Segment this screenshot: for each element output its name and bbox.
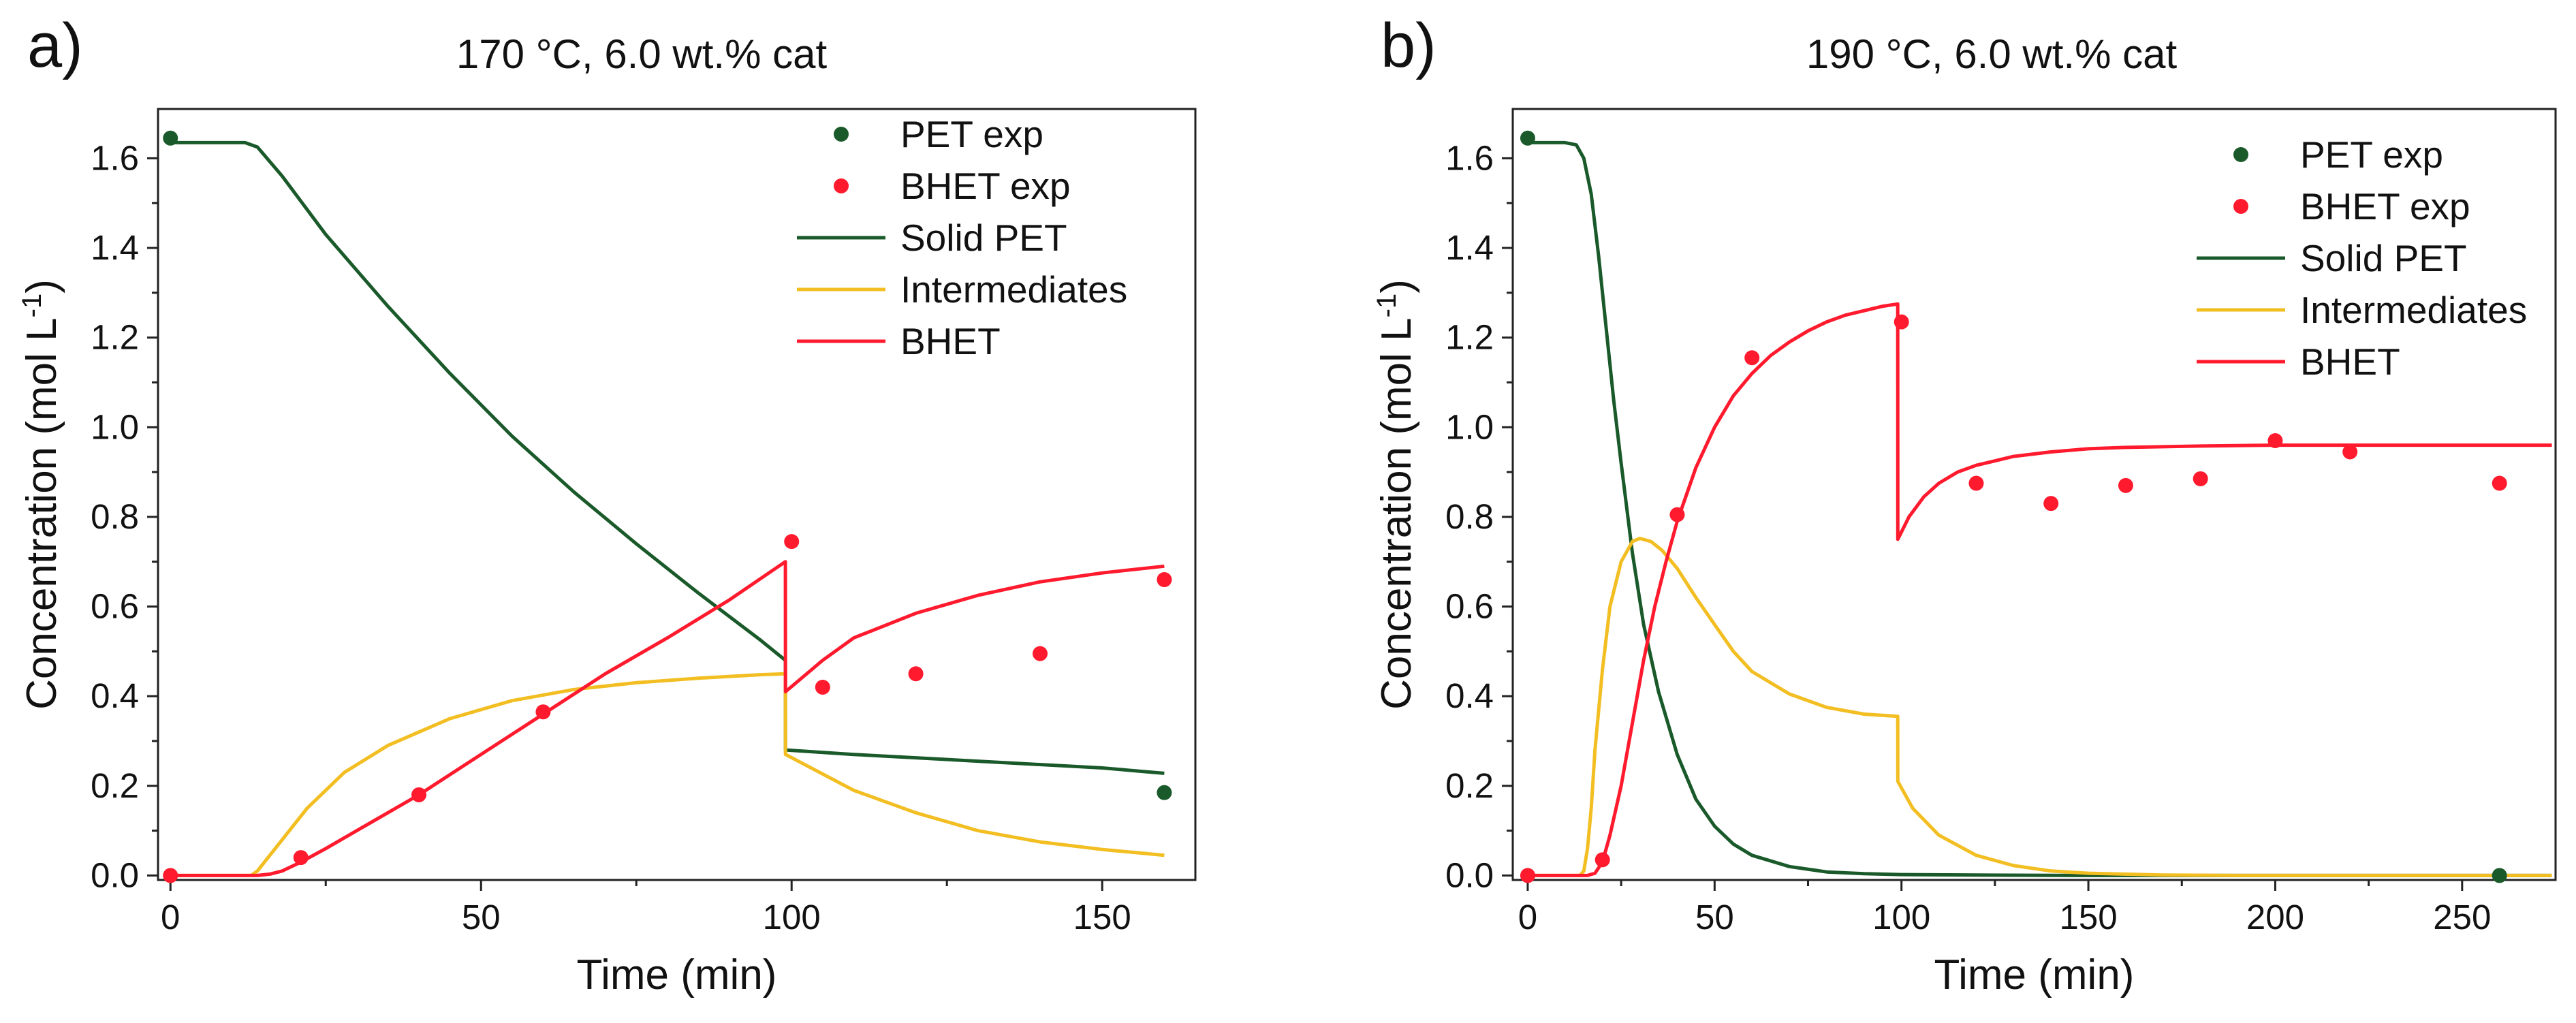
data-point-bhet-exp xyxy=(1894,314,1909,330)
x-tick-label: 0 xyxy=(161,898,180,937)
series-line-solid-pet xyxy=(170,140,1165,775)
data-point-bhet-exp xyxy=(815,680,830,695)
data-point-bhet-exp xyxy=(2267,433,2283,449)
y-axis-label-tail: ) xyxy=(1373,279,1420,294)
y-tick-label: 0.8 xyxy=(91,497,139,536)
data-point-pet-exp xyxy=(1157,785,1172,800)
data-point-pet-exp xyxy=(163,130,178,146)
data-point-bhet-exp xyxy=(2118,477,2133,493)
panel-a: a) 170 °C, 6.0 wt.% cat 0.0 0.2 0.4 0.6 0.8 1… xyxy=(17,11,1197,998)
x-tick-label: 200 xyxy=(2246,898,2304,937)
y-tick-label: 1.6 xyxy=(91,138,139,177)
y-tick-label: 1.6 xyxy=(1445,138,1494,177)
data-point-bhet-exp xyxy=(2342,444,2358,460)
y-axis-label: Concentration (mol L-1) xyxy=(1372,279,1420,710)
legend-label: Solid PET xyxy=(900,217,1067,259)
y-tick-label: 0.0 xyxy=(1445,855,1494,894)
y-tick-label: 0.6 xyxy=(91,587,139,626)
y-tick-label: 1.0 xyxy=(91,407,139,446)
panel-title-a: 170 °C, 6.0 wt.% cat xyxy=(456,31,828,77)
data-point-bhet-exp xyxy=(1595,852,1610,868)
y-tick-label: 1.4 xyxy=(91,228,139,267)
legend-marker-bhet-exp xyxy=(834,178,849,193)
y-tick-label: 1.2 xyxy=(91,318,139,357)
plot-frame xyxy=(1511,108,2557,881)
legend-label: PET exp xyxy=(2300,133,2443,176)
x-tick-label: 100 xyxy=(1872,898,1930,937)
data-point-bhet-exp xyxy=(163,868,178,883)
series-line-bhet xyxy=(170,560,1165,877)
plot-frame xyxy=(157,108,1197,881)
data-point-bhet-exp xyxy=(1520,868,1535,883)
data-point-bhet-exp xyxy=(293,850,309,866)
y-tick-label: 0.6 xyxy=(1445,587,1494,626)
data-point-pet-exp xyxy=(2492,868,2507,883)
x-tick-label: 100 xyxy=(763,898,821,937)
x-tick-label: 150 xyxy=(2060,898,2118,937)
legend-marker-pet-exp xyxy=(834,127,849,142)
data-point-bhet-exp xyxy=(2193,471,2208,486)
data-point-bhet-exp xyxy=(411,787,427,802)
data-point-bhet-exp xyxy=(784,534,800,550)
y-tick-label: 0.2 xyxy=(91,766,139,805)
data-point-bhet-exp xyxy=(1033,646,1048,661)
y-axis-label-main: Concentration (mol L xyxy=(1373,317,1420,710)
x-tick-label: 50 xyxy=(462,898,501,937)
data-point-bhet-exp xyxy=(1968,475,1984,491)
legend-label: Intermediates xyxy=(900,268,1127,311)
data-point-bhet-exp xyxy=(535,704,551,720)
data-point-pet-exp xyxy=(1520,130,1535,146)
y-tick-label: 1.4 xyxy=(1445,228,1494,267)
panel-title-b: 190 °C, 6.0 wt.% cat xyxy=(1806,31,2178,77)
legend-label: BHET exp xyxy=(2300,185,2470,227)
x-tick-label: 250 xyxy=(2433,898,2491,937)
y-tick-label: 0.4 xyxy=(1445,676,1494,715)
x-tick-label: 150 xyxy=(1073,898,1131,937)
y-tick-label: 0.0 xyxy=(91,855,139,894)
panel-label-b: b) xyxy=(1381,11,1436,80)
y-axis-label-main: Concentration (mol L xyxy=(18,317,65,710)
series-line-solid-pet xyxy=(1527,140,2552,877)
y-axis-label: Concentration (mol L-1) xyxy=(17,279,65,710)
data-point-bhet-exp xyxy=(2043,496,2059,512)
series-line-intermediates xyxy=(170,672,1165,877)
legend-label: Solid PET xyxy=(2300,237,2467,279)
y-tick-label: 0.4 xyxy=(91,676,139,715)
y-tick-label: 1.2 xyxy=(1445,318,1494,357)
x-tick-label: 50 xyxy=(1695,898,1734,937)
legend-marker-bhet-exp xyxy=(2233,199,2248,214)
legend-marker-pet-exp xyxy=(2233,147,2248,162)
y-axis-label-tail: ) xyxy=(18,279,65,294)
x-tick-label: 0 xyxy=(1518,898,1537,937)
y-tick-label: 1.0 xyxy=(1445,407,1494,446)
legend-label: Intermediates xyxy=(2300,289,2527,331)
series-line-intermediates xyxy=(1527,537,2552,877)
panel-label-a: a) xyxy=(27,11,83,80)
legend: PET exp BHET exp Solid PET Intermediates BHE… xyxy=(797,113,1127,362)
data-point-bhet-exp xyxy=(2492,475,2507,491)
data-point-bhet-exp xyxy=(1744,350,1760,366)
data-point-bhet-exp xyxy=(1157,572,1172,588)
legend-label: BHET xyxy=(900,320,1001,362)
data-point-bhet-exp xyxy=(908,666,924,682)
y-axis-label-superscript: -1 xyxy=(1372,294,1402,318)
x-axis-label: Time (min) xyxy=(1934,951,2135,998)
legend-label: PET exp xyxy=(900,113,1043,155)
legend: PET exp BHET exp Solid PET Intermediates BHE… xyxy=(2197,133,2527,383)
legend-label: BHET exp xyxy=(900,165,1071,207)
series-line-bhet xyxy=(1527,302,2552,877)
y-axis-label-superscript: -1 xyxy=(17,294,47,318)
x-axis-label: Time (min) xyxy=(577,951,777,998)
data-point-bhet-exp xyxy=(1669,507,1685,522)
legend-label: BHET xyxy=(2300,341,2400,383)
panel-b: b) 190 °C, 6.0 wt.% cat 0.0 0.2 0.4 0.6 0.8 1… xyxy=(1372,11,2557,998)
y-tick-label: 0.2 xyxy=(1445,766,1494,805)
y-tick-label: 0.8 xyxy=(1445,497,1494,536)
